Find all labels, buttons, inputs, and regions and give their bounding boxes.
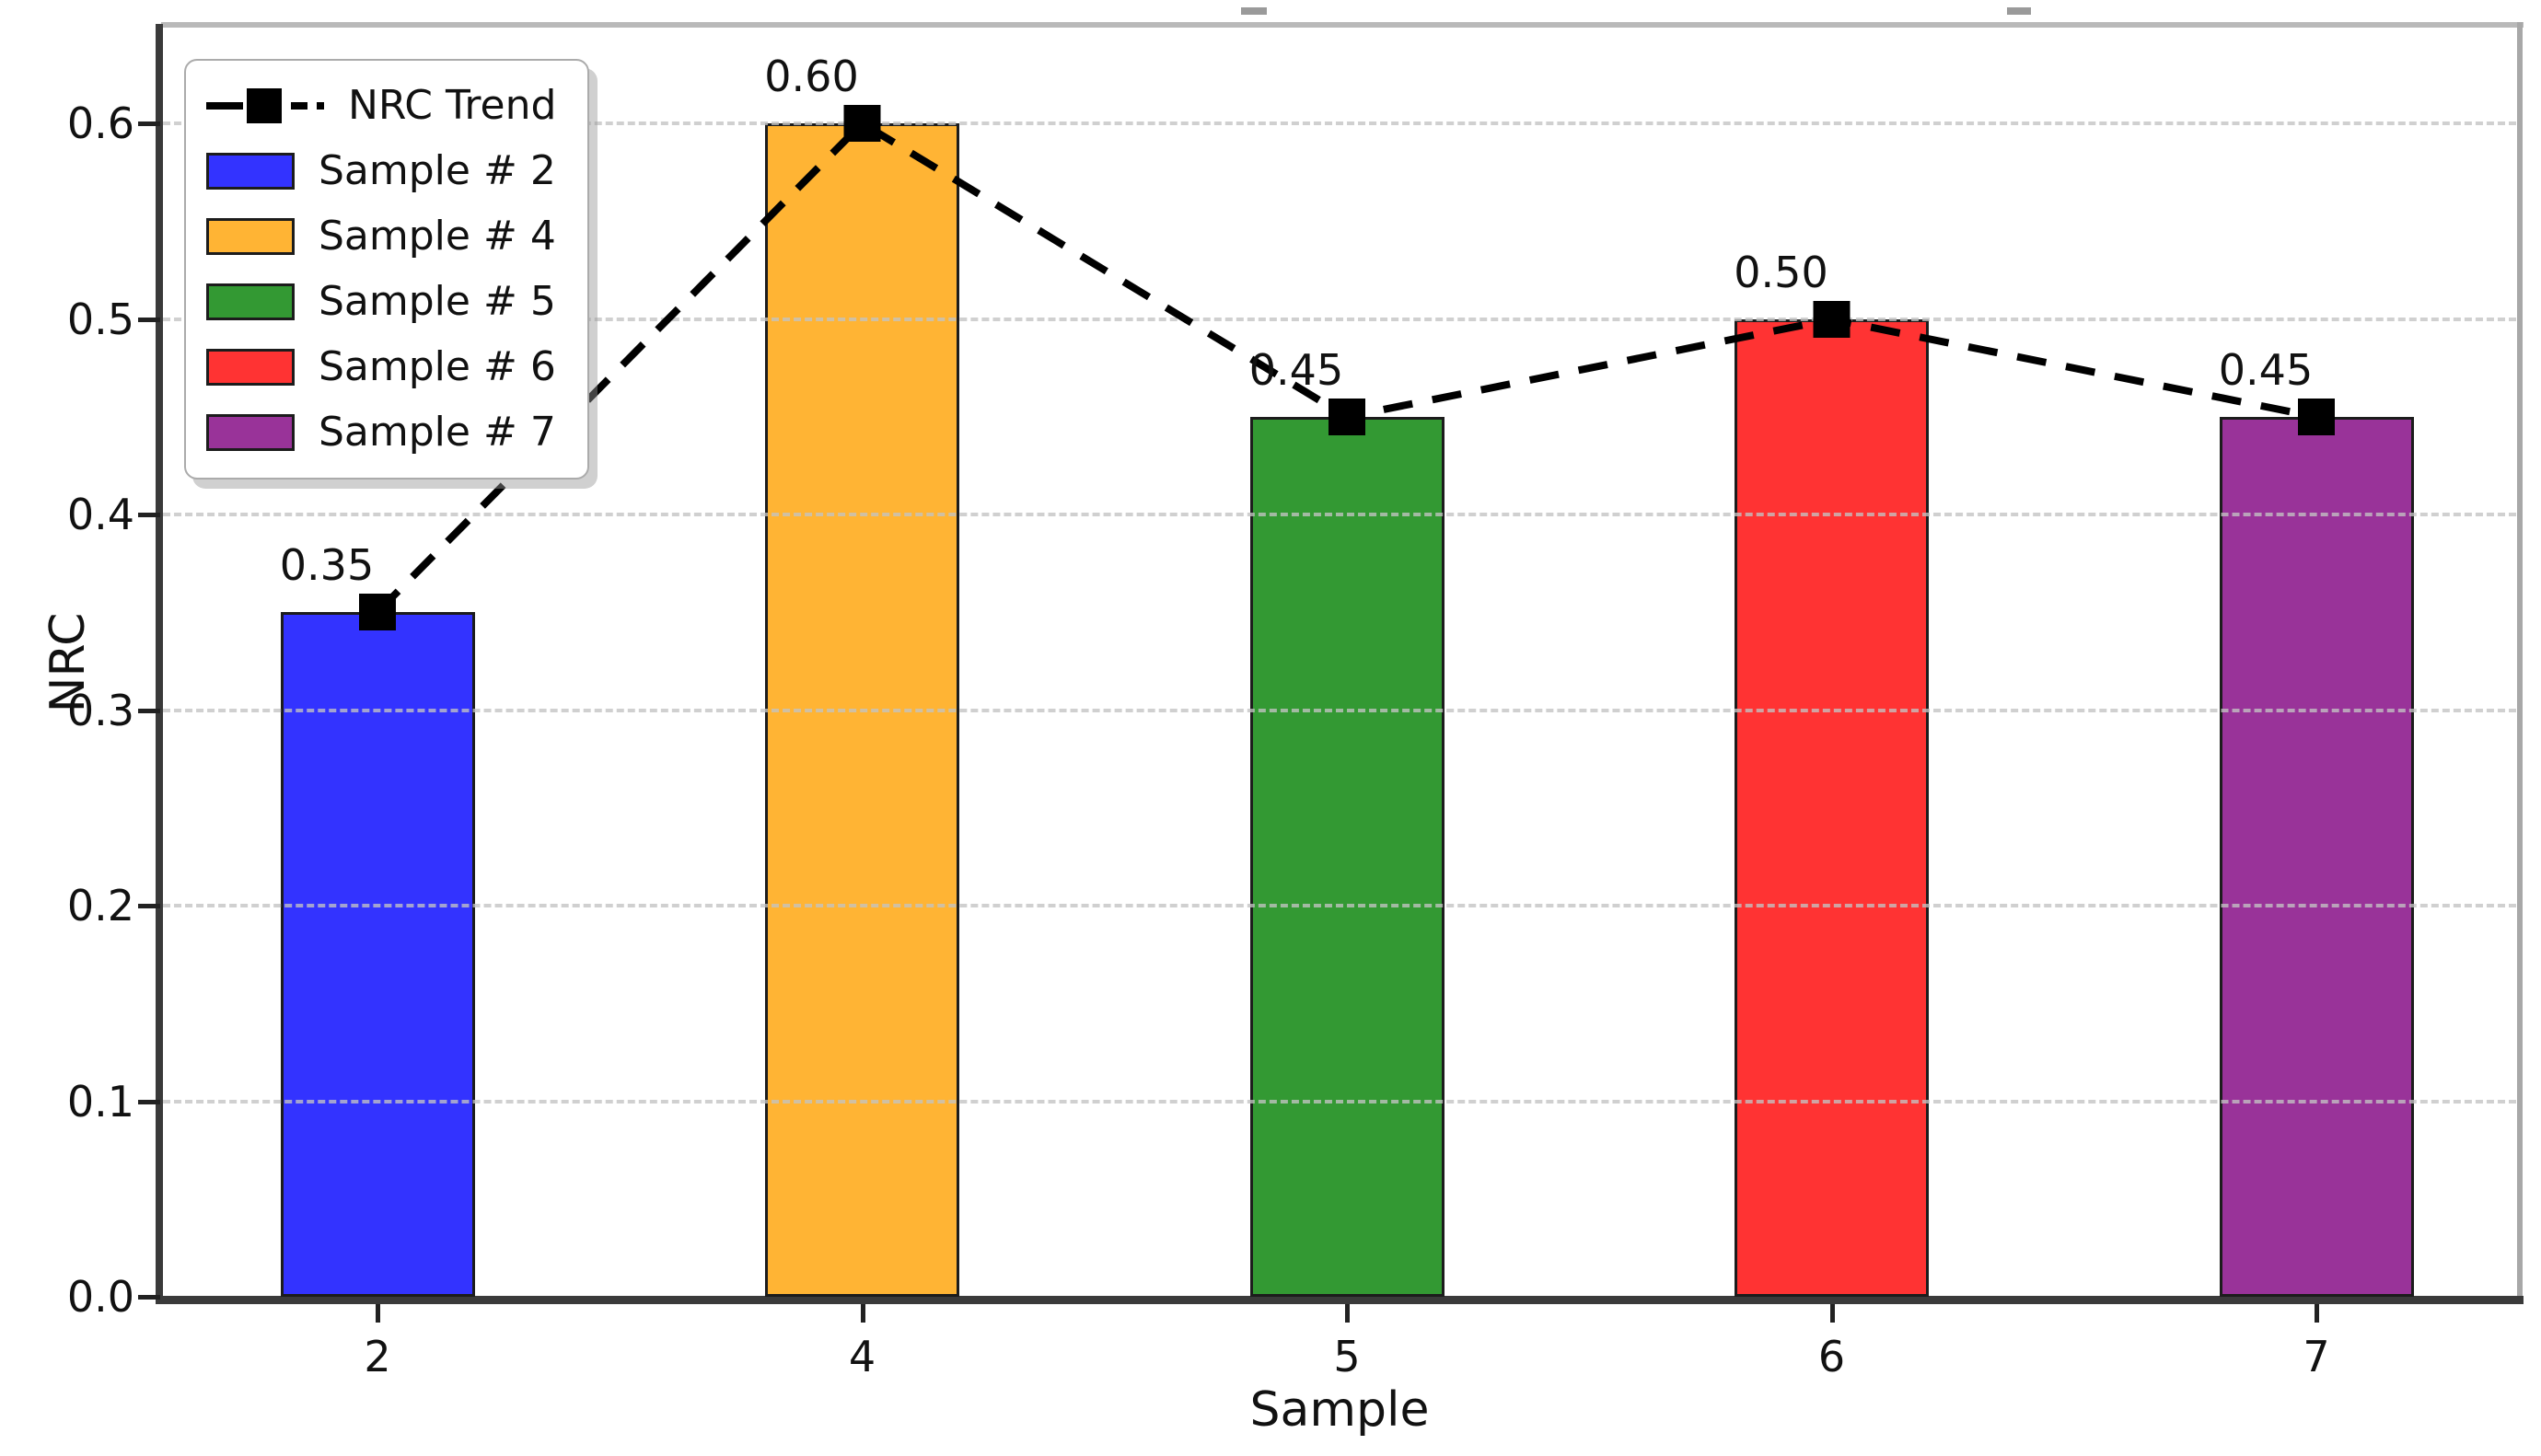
y-tick-mark bbox=[138, 1295, 160, 1300]
legend-entry: Sample # 5 bbox=[206, 273, 556, 330]
y-tick-label: 0.1 bbox=[66, 1077, 134, 1127]
y-tick-label: 0.3 bbox=[66, 686, 134, 735]
legend-dash-segment bbox=[291, 102, 307, 110]
legend-color-swatch bbox=[206, 349, 295, 386]
right-spine bbox=[2517, 22, 2523, 1301]
x-tick-label: 5 bbox=[1333, 1332, 1361, 1381]
bar-value-label: 0.45 bbox=[2218, 345, 2314, 395]
x-tick-mark bbox=[376, 1304, 380, 1323]
legend-dash-segment bbox=[317, 102, 324, 110]
bar-value-label: 0.35 bbox=[279, 540, 375, 590]
legend-entry-label: Sample # 6 bbox=[319, 343, 556, 390]
y-tick-mark bbox=[138, 904, 160, 908]
legend-square-marker bbox=[247, 88, 282, 123]
legend-color-swatch bbox=[206, 283, 295, 320]
bar-sample-7 bbox=[2220, 417, 2414, 1297]
legend-entry-label: Sample # 4 bbox=[319, 213, 556, 260]
cropped-text-artifact bbox=[2007, 7, 2031, 15]
legend-entry-label: NRC Trend bbox=[348, 82, 557, 129]
y-tick-label: 0.6 bbox=[66, 98, 134, 148]
y-tick-label: 0.0 bbox=[66, 1272, 134, 1322]
legend-color-swatch bbox=[206, 153, 295, 190]
top-spine bbox=[161, 22, 2524, 28]
legend-entry: Sample # 2 bbox=[206, 143, 556, 200]
x-tick-label: 6 bbox=[1817, 1332, 1846, 1381]
trend-line-sample-icon bbox=[206, 87, 324, 124]
y-tick-mark bbox=[138, 709, 160, 713]
bar-sample-6 bbox=[1735, 319, 1929, 1297]
legend-entry-label: Sample # 5 bbox=[319, 278, 556, 325]
x-tick-label: 4 bbox=[848, 1332, 876, 1381]
y-tick-label: 0.2 bbox=[66, 881, 134, 930]
y-tick-label: 0.4 bbox=[66, 490, 134, 539]
bar-value-label: 0.50 bbox=[1734, 248, 1828, 297]
y-tick-mark bbox=[138, 1100, 160, 1104]
legend-entry-label: Sample # 7 bbox=[319, 409, 556, 456]
legend-entry: Sample # 7 bbox=[206, 404, 556, 461]
gridline bbox=[163, 1100, 2516, 1104]
legend-entry: NRC Trend bbox=[206, 77, 556, 134]
legend-dash-segment bbox=[206, 102, 243, 110]
bar-sample-5 bbox=[1250, 417, 1445, 1297]
y-tick-mark bbox=[138, 513, 160, 517]
bar-value-label: 0.45 bbox=[1248, 345, 1344, 395]
legend-color-swatch bbox=[206, 218, 295, 255]
bar-value-label: 0.60 bbox=[764, 52, 859, 101]
gridline bbox=[163, 513, 2516, 516]
x-tick-mark bbox=[1829, 1304, 1835, 1323]
x-tick-mark bbox=[2315, 1304, 2319, 1323]
cropped-text-artifact bbox=[1241, 7, 1267, 15]
y-axis-label: NRC bbox=[41, 612, 96, 713]
gridline bbox=[163, 904, 2516, 907]
legend-entry-label: Sample # 2 bbox=[319, 147, 556, 194]
bar-sample-2 bbox=[281, 612, 475, 1297]
x-tick-mark bbox=[1345, 1304, 1350, 1323]
y-tick-label: 0.5 bbox=[66, 295, 134, 344]
legend: NRC Trend Sample # 2 Sample # 4 Sample # 5 S… bbox=[184, 59, 590, 480]
x-axis-label: Sample bbox=[1249, 1382, 1430, 1438]
x-tick-label: 2 bbox=[364, 1332, 391, 1381]
legend-entry: Sample # 4 bbox=[206, 208, 556, 265]
x-tick-label: 7 bbox=[2303, 1332, 2330, 1381]
bottom-spine bbox=[156, 1296, 2524, 1304]
x-tick-mark bbox=[860, 1304, 865, 1323]
legend-entry: Sample # 6 bbox=[206, 339, 556, 396]
left-spine bbox=[156, 24, 163, 1300]
gridline bbox=[163, 709, 2516, 712]
legend-color-swatch bbox=[206, 414, 295, 451]
y-tick-mark bbox=[138, 318, 160, 322]
y-tick-mark bbox=[138, 121, 160, 126]
